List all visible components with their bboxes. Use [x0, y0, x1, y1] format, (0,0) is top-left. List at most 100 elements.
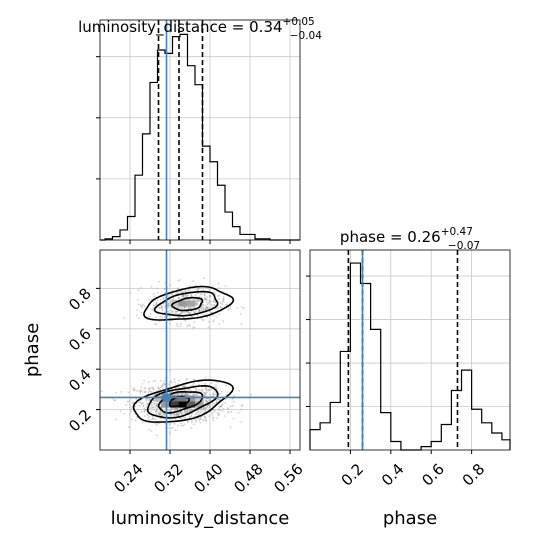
scatter-point: [204, 416, 207, 419]
scatter-point: [208, 399, 211, 402]
scatter-point: [156, 407, 159, 409]
scatter-point: [218, 413, 221, 415]
scatter-point: [155, 410, 158, 413]
scatter-point: [176, 310, 179, 313]
joint-y-tick-label-2: 0.6: [65, 325, 95, 355]
scatter-point: [159, 299, 162, 301]
scatter-point: [193, 415, 196, 418]
ld-hist-ticks: [96, 56, 291, 244]
scatter-point: [184, 409, 187, 412]
scatter-point: [175, 313, 178, 315]
scatter-point: [213, 291, 216, 293]
scatter-point: [169, 381, 171, 383]
density-cell-5: [178, 395, 187, 402]
scatter-point: [174, 409, 176, 412]
scatter-point: [217, 414, 219, 416]
scatter-point: [155, 403, 158, 406]
scatter-point: [229, 305, 232, 308]
scatter-point: [227, 407, 229, 410]
joint-truth-marker: [162, 393, 171, 402]
scatter-point: [148, 315, 151, 318]
scatter-point: [155, 322, 158, 325]
scatter-point: [155, 303, 157, 306]
scatter-point: [136, 389, 139, 392]
scatter-point: [211, 284, 214, 287]
scatter-point: [184, 393, 187, 396]
scatter-point: [135, 397, 138, 400]
scatter-point: [128, 414, 131, 416]
scatter-point: [148, 399, 150, 401]
scatter-point: [181, 393, 184, 396]
scatter-point: [221, 303, 224, 305]
scatter-point: [214, 301, 217, 304]
scatter-point: [199, 407, 202, 410]
scatter-point: [175, 323, 178, 326]
scatter-point: [179, 410, 182, 413]
scatter-point: [179, 423, 182, 425]
scatter-point: [141, 383, 144, 385]
scatter-point: [186, 411, 188, 413]
scatter-point: [139, 392, 142, 394]
scatter-point: [198, 309, 201, 312]
scatter-point: [153, 305, 156, 307]
scatter-point: [208, 320, 211, 323]
scatter-point: [197, 417, 200, 419]
scatter-point: [157, 413, 160, 416]
scatter-point: [167, 300, 170, 303]
scatter-point: [219, 409, 222, 412]
scatter-point: [175, 414, 178, 416]
scatter-point: [150, 308, 153, 311]
scatter-point: [218, 294, 221, 297]
scatter-point: [159, 315, 162, 318]
scatter-point: [167, 415, 170, 418]
scatter-point: [139, 390, 142, 393]
scatter-point: [163, 288, 166, 291]
scatter-point: [209, 407, 212, 409]
scatter-point: [180, 413, 183, 416]
ld-title: luminosity_distance = 0.34+0.05 −0.04: [78, 16, 322, 42]
scatter-point: [140, 312, 143, 314]
scatter-point: [162, 296, 165, 299]
scatter-point: [174, 407, 176, 409]
scatter-point: [175, 310, 178, 313]
scatter-point: [237, 412, 240, 414]
joint-ticks: [96, 287, 291, 454]
scatter-point: [203, 415, 206, 418]
scatter-point: [181, 418, 183, 420]
scatter-point: [120, 391, 122, 393]
scatter-point: [148, 388, 150, 391]
scatter-point: [208, 403, 211, 406]
scatter-point: [152, 406, 155, 409]
scatter-point: [185, 392, 187, 395]
scatter-point: [155, 407, 158, 410]
scatter-point: [180, 392, 183, 394]
phase-x-tick-label-3: 0.8: [459, 460, 489, 490]
scatter-point: [181, 394, 184, 396]
scatter-point: [216, 381, 219, 384]
scatter-point: [153, 393, 156, 396]
scatter-point: [205, 306, 208, 308]
density-cell-9: [152, 395, 162, 402]
phase-x-axis-label: phase: [383, 508, 437, 529]
scatter-point: [130, 407, 133, 410]
scatter-point: [198, 383, 200, 386]
scatter-point: [192, 378, 195, 381]
scatter-point: [190, 421, 193, 424]
scatter-point: [196, 303, 199, 306]
scatter-point: [222, 408, 225, 410]
scatter-point: [241, 404, 243, 407]
scatter-point: [202, 306, 205, 309]
scatter-point: [148, 415, 151, 418]
scatter-point: [169, 410, 172, 413]
scatter-point: [215, 400, 218, 402]
scatter-point: [155, 402, 158, 405]
scatter-point: [229, 405, 232, 408]
scatter-point: [149, 407, 152, 410]
scatter-point: [186, 393, 189, 396]
scatter-point: [193, 382, 195, 385]
scatter-point: [167, 409, 170, 412]
scatter-point: [243, 307, 245, 310]
scatter-point: [150, 418, 153, 421]
scatter-point: [208, 288, 211, 291]
scatter-point: [188, 408, 191, 410]
